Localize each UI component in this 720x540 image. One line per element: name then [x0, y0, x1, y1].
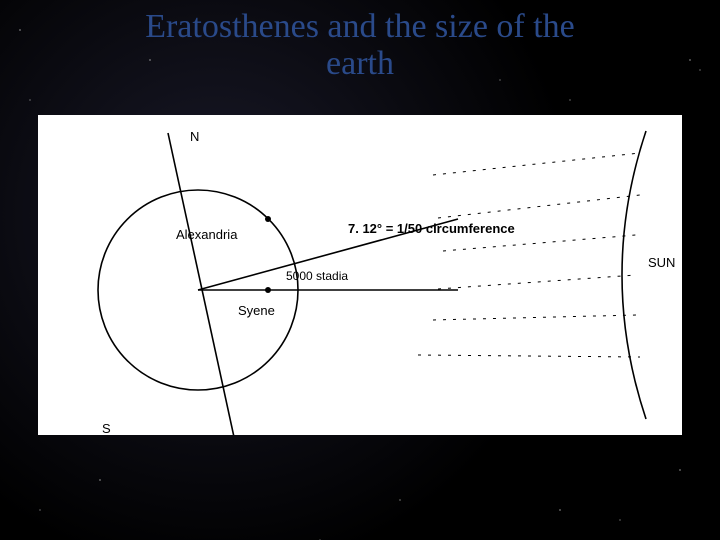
- page-title: Eratosthenes and the size of the earth: [0, 8, 720, 83]
- syene-dot: [265, 287, 271, 293]
- sun-ray-1: [438, 195, 640, 218]
- title-line-2: earth: [0, 45, 720, 82]
- label-stadia: 5000 stadia: [286, 269, 348, 283]
- sun-ray-2: [443, 235, 636, 251]
- sun-arc: [622, 131, 646, 419]
- sun-ray-0: [433, 153, 640, 175]
- title-line-1: Eratosthenes and the size of the: [0, 8, 720, 45]
- slide: Eratosthenes and the size of the earth N…: [0, 0, 720, 540]
- label-sun: SUN: [648, 255, 675, 270]
- diagram-figure: N S Alexandria Syene 5000 stadia 7. 12° …: [38, 115, 682, 435]
- label-angle: 7. 12° = 1/50 circumference: [348, 221, 515, 236]
- diagram-svg: [38, 115, 682, 435]
- sun-ray-3: [438, 275, 636, 289]
- label-alexandria: Alexandria: [176, 227, 237, 242]
- label-syene: Syene: [238, 303, 275, 318]
- label-north: N: [190, 129, 199, 144]
- sun-ray-5: [418, 355, 640, 357]
- alexandria-dot: [265, 216, 271, 222]
- sun-ray-4: [433, 315, 636, 320]
- label-south: S: [102, 421, 111, 436]
